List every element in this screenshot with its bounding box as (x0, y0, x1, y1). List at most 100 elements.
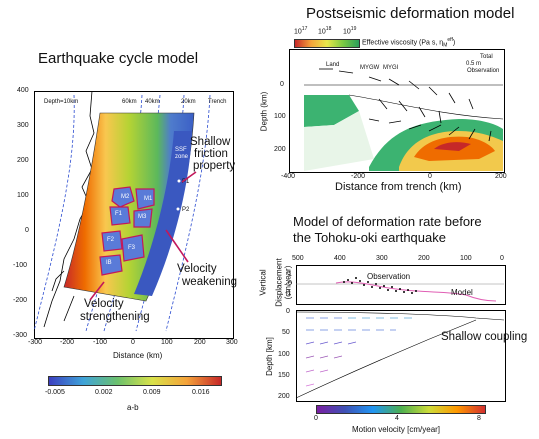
point-label: P1 (182, 179, 190, 185)
callout-weakening-2: weakening (182, 276, 237, 288)
x-axis-label: Distance (km) (113, 351, 163, 360)
top-tick: 100 (460, 255, 472, 262)
patch-label: F3 (128, 245, 136, 251)
y-tick: 0 (25, 227, 29, 234)
observation-label: Observation (367, 272, 411, 281)
x-tick: -400 (281, 173, 296, 180)
vd-label-2: Displacement (274, 258, 284, 307)
x-tick: -100 (93, 339, 108, 346)
rate-title-line2: the Tohoku-oki earthquake (293, 230, 446, 245)
displacement-plot (296, 277, 504, 302)
cb-label: a-b (127, 403, 139, 412)
x-tick: -200 (351, 173, 366, 180)
vd-label-1: Vertical (258, 269, 268, 296)
motion-velocity-colorbar (316, 405, 486, 414)
depth-label: 60km (122, 99, 137, 105)
y-tick: 400 (17, 87, 29, 94)
patch-label: M1 (144, 196, 153, 202)
vd-tick: 1 (288, 271, 292, 278)
cb-tick: 4 (395, 415, 399, 422)
cb-tick: 0.002 (95, 389, 113, 396)
patch-label: M2 (121, 194, 130, 200)
patch-label: F2 (107, 237, 115, 243)
rate-title-line1: Model of deformation rate before (293, 214, 482, 229)
x-tick: -300 (28, 339, 43, 346)
viscosity-colorbar (294, 39, 360, 48)
cb-tick: 8 (477, 415, 481, 422)
y-tick: -200 (13, 297, 28, 304)
depth-tick: 150 (278, 372, 290, 379)
vd-tick: -1 (285, 290, 292, 297)
legend-total: Total (480, 54, 493, 60)
depth-axis-label: Depth [km] (264, 337, 274, 376)
legend-scale: 0.5 m (466, 61, 482, 67)
y-tick: -100 (13, 262, 28, 269)
callout-shallow-1: Shallow (190, 136, 231, 148)
top-tick: 300 (376, 255, 388, 262)
vd-tick: 0 (288, 280, 292, 287)
legend-observation: Observation (467, 68, 500, 74)
y-tick: 100 (17, 192, 29, 199)
cb-tick: 0.016 (192, 389, 210, 396)
depth-tick: 100 (278, 351, 290, 358)
callout-strength-2: strengthening (80, 311, 150, 323)
viscosity-label: Effective viscosity (Pa s, ηMeff) (362, 37, 456, 49)
x-tick: 0 (428, 173, 432, 180)
velocity-frame (296, 310, 506, 402)
cb-tick: 0 (314, 415, 318, 422)
top-tick: 400 (334, 255, 346, 262)
cb-tick: 0.009 (143, 389, 161, 396)
point-label: P2 (182, 207, 190, 213)
left-title: Earthquake cycle model (38, 50, 199, 67)
patch-label: IB (106, 260, 112, 266)
earthquake-cycle-map (33, 90, 211, 332)
depth-axis-label: Depth (km) (259, 91, 269, 132)
x-tick: 200 (495, 173, 507, 180)
viscosity-tick: 1018 (318, 26, 332, 36)
depth-tick: 200 (278, 393, 290, 400)
postseismic-model (304, 68, 504, 171)
x-tick: -200 (60, 339, 75, 346)
y-tick: 0 (280, 81, 284, 88)
depth-tick: 0 (286, 308, 290, 315)
displacement-frame (296, 265, 506, 305)
depth-tick: 50 (282, 329, 290, 336)
station-label: MYGW (360, 65, 380, 71)
postseismic-title: Postseismic deformation model (306, 5, 515, 22)
land-label: Land (326, 62, 340, 68)
callout-strength-1: Velocity (84, 298, 124, 310)
callout-shallow-2: friction (194, 148, 228, 160)
x-tick: 100 (161, 339, 173, 346)
depth-label: Depth=10km (44, 99, 79, 105)
depth-label: Trench (208, 99, 227, 105)
ssf-label: SSF zone (175, 147, 189, 160)
patch-label: M3 (138, 214, 147, 220)
y-tick: 300 (17, 122, 29, 129)
viscosity-tick: 1017 (294, 26, 308, 36)
y-tick: 200 (274, 146, 286, 153)
y-tick: 100 (274, 113, 286, 120)
model-label: Model (451, 288, 473, 297)
shallow-coupling-label: Shallow coupling (441, 331, 528, 343)
x-tick: 0 (131, 339, 135, 346)
station-label: MYGI (383, 65, 399, 71)
callout-shallow-3: property (193, 160, 236, 172)
ab-colorbar (48, 376, 222, 386)
velocity-field (295, 311, 505, 399)
top-tick: 500 (292, 255, 304, 262)
ssf-zone (134, 131, 192, 296)
callout-weakening-1: Velocity (177, 263, 217, 275)
x-tick: 200 (194, 339, 206, 346)
distance-axis-label: Distance from trench (km) (335, 181, 462, 193)
motion-velocity-label: Motion velocity [cm/year] (352, 425, 441, 434)
depth-label: 20km (181, 99, 196, 105)
depth-label: 40km (145, 99, 160, 105)
x-tick: 300 (226, 339, 238, 346)
top-tick: 0 (500, 255, 504, 262)
cb-tick: -0.005 (45, 389, 65, 396)
y-tick: -300 (13, 332, 28, 339)
vd-label-3: (cm/year) (283, 265, 293, 300)
patch-label: F1 (115, 211, 123, 217)
top-tick: 200 (418, 255, 430, 262)
